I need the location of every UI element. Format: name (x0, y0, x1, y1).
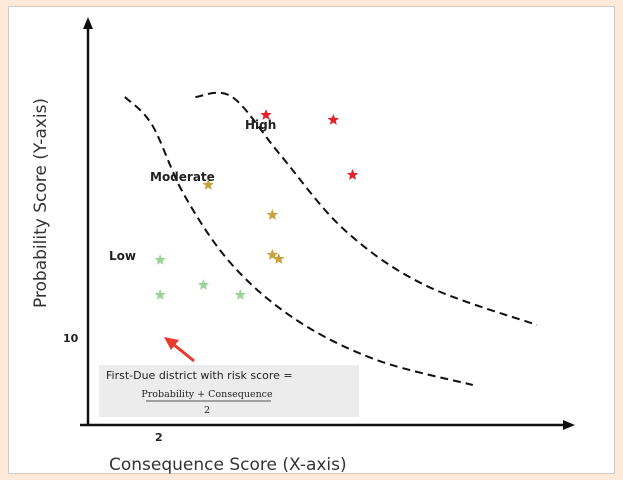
star-marker-0-3 (234, 289, 247, 300)
risk-matrix-chart: High Moderate Low 10 2 Consequence Score… (31, 17, 575, 475)
zone-label-moderate: Moderate (150, 170, 215, 184)
star-marker-1-2 (266, 249, 279, 260)
star-marker-0-1 (154, 254, 166, 265)
x-tick-label-2: 2 (155, 431, 163, 444)
star-marker-1-1 (266, 209, 279, 220)
star-marker-2-0 (260, 109, 272, 120)
star-marker-0-0 (154, 289, 166, 300)
annotation-box (99, 365, 359, 417)
star-marker-2-2 (346, 169, 359, 180)
annotation-text: First-Due district with risk score = (106, 369, 293, 382)
star-marker-1-0 (202, 179, 214, 190)
star-marker-1-3 (273, 253, 285, 264)
annotation-numerator: Probability + Consequence (141, 389, 273, 400)
zone-label-low: Low (109, 249, 136, 263)
y-axis-title: Probability Score (Y-axis) (31, 98, 51, 308)
boundary-low-moderate (124, 96, 474, 386)
star-marker-0-2 (197, 279, 210, 290)
boundary-moderate-high (195, 91, 538, 326)
y-axis-arrowhead (83, 17, 93, 29)
x-axis-arrowhead (563, 420, 575, 430)
data-points (154, 109, 359, 300)
annotation-arrow (172, 342, 195, 363)
annotation-denominator: 2 (204, 405, 210, 416)
boundary-curves (124, 91, 538, 386)
annotation-arrowhead (164, 337, 179, 350)
x-axis-title: Consequence Score (X-axis) (109, 455, 347, 475)
chart-frame: High Moderate Low 10 2 Consequence Score… (8, 6, 615, 475)
star-marker-2-1 (327, 114, 340, 125)
zone-label-high: High (245, 118, 276, 132)
y-tick-label-10: 10 (63, 332, 79, 345)
